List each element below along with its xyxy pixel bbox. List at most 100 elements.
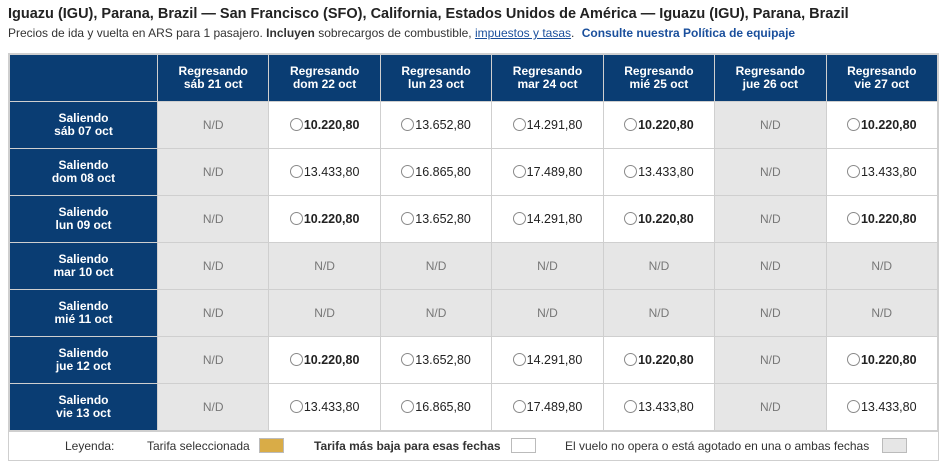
departure-label: Saliendo: [58, 158, 109, 172]
fare-cell[interactable]: 10.220,80: [602, 195, 716, 243]
fare-radio-button[interactable]: [624, 353, 638, 366]
fare-cell[interactable]: 10.220,80: [825, 336, 939, 384]
period-text: .: [571, 26, 575, 40]
fare-cell[interactable]: 17.489,80: [491, 383, 604, 431]
fare-cell[interactable]: 10.220,80: [268, 101, 381, 149]
fare-radio-button[interactable]: [289, 212, 303, 225]
fare-price: 14.291,80: [526, 212, 583, 226]
fare-cell[interactable]: 10.220,80: [602, 336, 716, 384]
fare-cell-unavailable: N/D: [714, 242, 827, 290]
unavailable-text: N/D: [537, 306, 558, 320]
return-date: dom 22 oct: [292, 77, 357, 91]
return-dates-row: Regresando sáb 21 oct Regresando dom 22 oct…: [9, 54, 939, 102]
return-date-header: Regresando jue 26 oct: [714, 54, 827, 102]
fare-price: 13.433,80: [303, 400, 360, 414]
fare-cell[interactable]: 13.433,80: [268, 148, 381, 196]
fare-radio-button[interactable]: [289, 400, 303, 413]
fare-radio-button[interactable]: [401, 400, 415, 413]
return-date-header: Regresando lun 23 oct: [379, 54, 493, 102]
fare-calendar: Regresando sáb 21 oct Regresando dom 22 oct…: [8, 53, 939, 432]
departure-row: Saliendo vie 13 oct N/D 13.433,80 16.865,80 1…: [9, 383, 939, 431]
fare-radio-button[interactable]: [512, 212, 526, 225]
price-note-text: Precios de ida y vuelta en ARS para 1 pa…: [8, 26, 263, 40]
fare-radio-button[interactable]: [401, 165, 415, 178]
unavailable-text: N/D: [871, 259, 893, 273]
return-date: mar 24 oct: [517, 77, 578, 91]
fare-price: 13.433,80: [638, 400, 694, 414]
fare-cell[interactable]: 13.652,80: [379, 336, 493, 384]
fare-cell-unavailable: N/D: [714, 195, 827, 243]
fare-cell-unavailable: N/D: [491, 289, 604, 337]
fare-cell[interactable]: 14.291,80: [491, 101, 604, 149]
unavailable-text: N/D: [759, 165, 781, 179]
fare-cell[interactable]: 10.220,80: [825, 195, 939, 243]
fare-cell[interactable]: 13.652,80: [379, 101, 493, 149]
fare-cell[interactable]: 17.489,80: [491, 148, 604, 196]
fare-radio-button[interactable]: [512, 118, 526, 131]
unavailable-text: N/D: [202, 212, 224, 226]
fare-price: 13.652,80: [415, 212, 471, 226]
unavailable-text: N/D: [871, 306, 893, 320]
fare-price: 10.220,80: [860, 212, 917, 226]
fare-cell[interactable]: 13.433,80: [602, 148, 716, 196]
fare-radio-button[interactable]: [512, 165, 526, 178]
fare-cell[interactable]: 16.865,80: [379, 383, 493, 431]
unavailable-text: N/D: [314, 306, 335, 320]
taxes-link[interactable]: impuestos y tasas: [474, 26, 572, 40]
fare-radio-button[interactable]: [289, 118, 303, 131]
fare-cell[interactable]: 10.220,80: [602, 101, 716, 149]
return-date-header: Regresando vie 27 oct: [825, 54, 939, 102]
fare-cell[interactable]: 14.291,80: [491, 195, 604, 243]
price-note: Precios de ida y vuelta en ARS para 1 pa…: [8, 26, 795, 40]
fare-radio-button[interactable]: [289, 353, 303, 366]
fare-price: 10.220,80: [303, 212, 360, 226]
departure-row: Saliendo dom 08 oct N/D 13.433,80 16.865,80 1…: [9, 148, 939, 196]
fare-cell[interactable]: 13.433,80: [825, 383, 939, 431]
fare-cell[interactable]: 13.433,80: [825, 148, 939, 196]
fare-cell-unavailable: N/D: [491, 242, 604, 290]
departure-date-header: Saliendo dom 08 oct: [9, 148, 158, 196]
fare-radio-button[interactable]: [624, 400, 638, 413]
unavailable-text: N/D: [202, 259, 224, 273]
fare-radio-button[interactable]: [846, 212, 860, 225]
fare-radio-button[interactable]: [624, 212, 638, 225]
fare-radio-button[interactable]: [289, 165, 303, 178]
departure-date-header: Saliendo sáb 07 oct: [9, 101, 158, 149]
fare-cell[interactable]: 14.291,80: [491, 336, 604, 384]
fare-radio-button[interactable]: [846, 353, 860, 366]
fare-cell-unavailable: N/D: [825, 289, 939, 337]
fare-cell[interactable]: 13.433,80: [268, 383, 381, 431]
fare-cell[interactable]: 10.220,80: [268, 195, 381, 243]
fare-radio-button[interactable]: [401, 118, 415, 131]
unavailable-text: N/D: [759, 118, 781, 132]
fare-price: 10.220,80: [638, 118, 694, 132]
fare-radio-button[interactable]: [624, 165, 638, 178]
fare-cell[interactable]: 13.652,80: [379, 195, 493, 243]
fare-radio-button[interactable]: [512, 400, 526, 413]
unavailable-swatch: [882, 438, 907, 453]
unavailable-text: N/D: [202, 400, 224, 414]
fare-cell[interactable]: 10.220,80: [825, 101, 939, 149]
fare-radio-button[interactable]: [846, 165, 860, 178]
baggage-policy-link[interactable]: Consulte nuestra Política de equipaje: [581, 26, 796, 40]
fare-cell[interactable]: 10.220,80: [268, 336, 381, 384]
fare-radio-button[interactable]: [624, 118, 638, 131]
fare-radio-button[interactable]: [512, 353, 526, 366]
fare-price: 14.291,80: [526, 353, 583, 367]
fare-radio-button[interactable]: [846, 400, 860, 413]
unavailable-text: N/D: [202, 165, 224, 179]
unavailable-text: N/D: [759, 353, 781, 367]
table-corner: [9, 54, 158, 102]
fare-cell[interactable]: 16.865,80: [379, 148, 493, 196]
fare-cell-unavailable: N/D: [602, 289, 716, 337]
lowest-fare-swatch: [511, 438, 536, 453]
fare-price: 14.291,80: [526, 118, 583, 132]
fare-cell-unavailable: N/D: [714, 289, 827, 337]
fare-cell-unavailable: N/D: [714, 383, 827, 431]
fare-table: Regresando sáb 21 oct Regresando dom 22 oct…: [9, 54, 939, 431]
fare-price: 16.865,80: [415, 165, 471, 179]
fare-cell[interactable]: 13.433,80: [602, 383, 716, 431]
fare-radio-button[interactable]: [846, 118, 860, 131]
fare-radio-button[interactable]: [401, 212, 415, 225]
fare-radio-button[interactable]: [401, 353, 415, 366]
